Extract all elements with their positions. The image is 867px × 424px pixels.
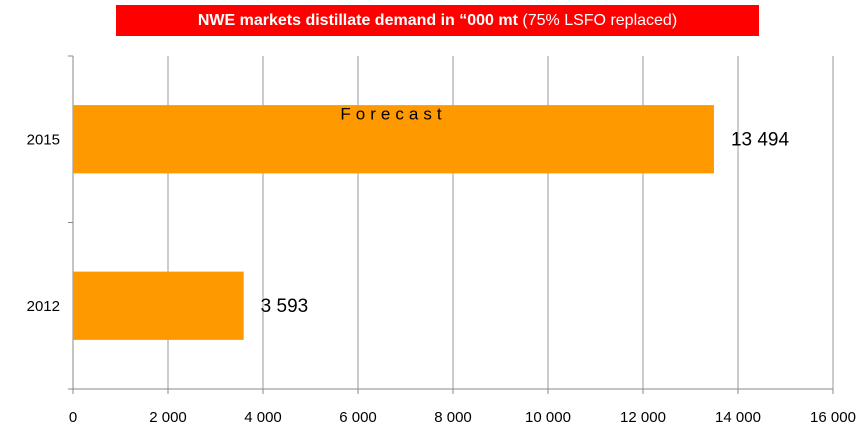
x-tick-label-0: 0 — [69, 409, 77, 424]
x-tick-label-2: 4 000 — [244, 409, 282, 424]
chart-title-main: NWE markets distillate demand in “000 mt — [197, 12, 518, 29]
chart-title-note: (75% LSFO replaced) — [522, 12, 678, 29]
x-tick-label-3: 6 000 — [339, 409, 377, 424]
category-label-2015: 2015 — [27, 131, 60, 148]
chart-title: NWE markets distillate demand in “000 mt… — [116, 5, 759, 36]
category-label-2012: 2012 — [27, 298, 60, 315]
x-tick-label-4: 8 000 — [434, 409, 472, 424]
bar-2015 — [73, 105, 714, 174]
x-tick-label-6: 12 000 — [620, 409, 666, 424]
value-label-2012: 3 593 — [261, 296, 309, 317]
value-label-2015: 13 494 — [731, 129, 790, 150]
x-tick-label-8: 16 000 — [810, 409, 856, 424]
bar-2012 — [73, 271, 244, 340]
x-tick-label-7: 14 000 — [715, 409, 761, 424]
x-tick-label-5: 10 000 — [525, 409, 571, 424]
bar-annotation-2015: Forecast — [340, 104, 446, 123]
x-tick-label-1: 2 000 — [149, 409, 187, 424]
